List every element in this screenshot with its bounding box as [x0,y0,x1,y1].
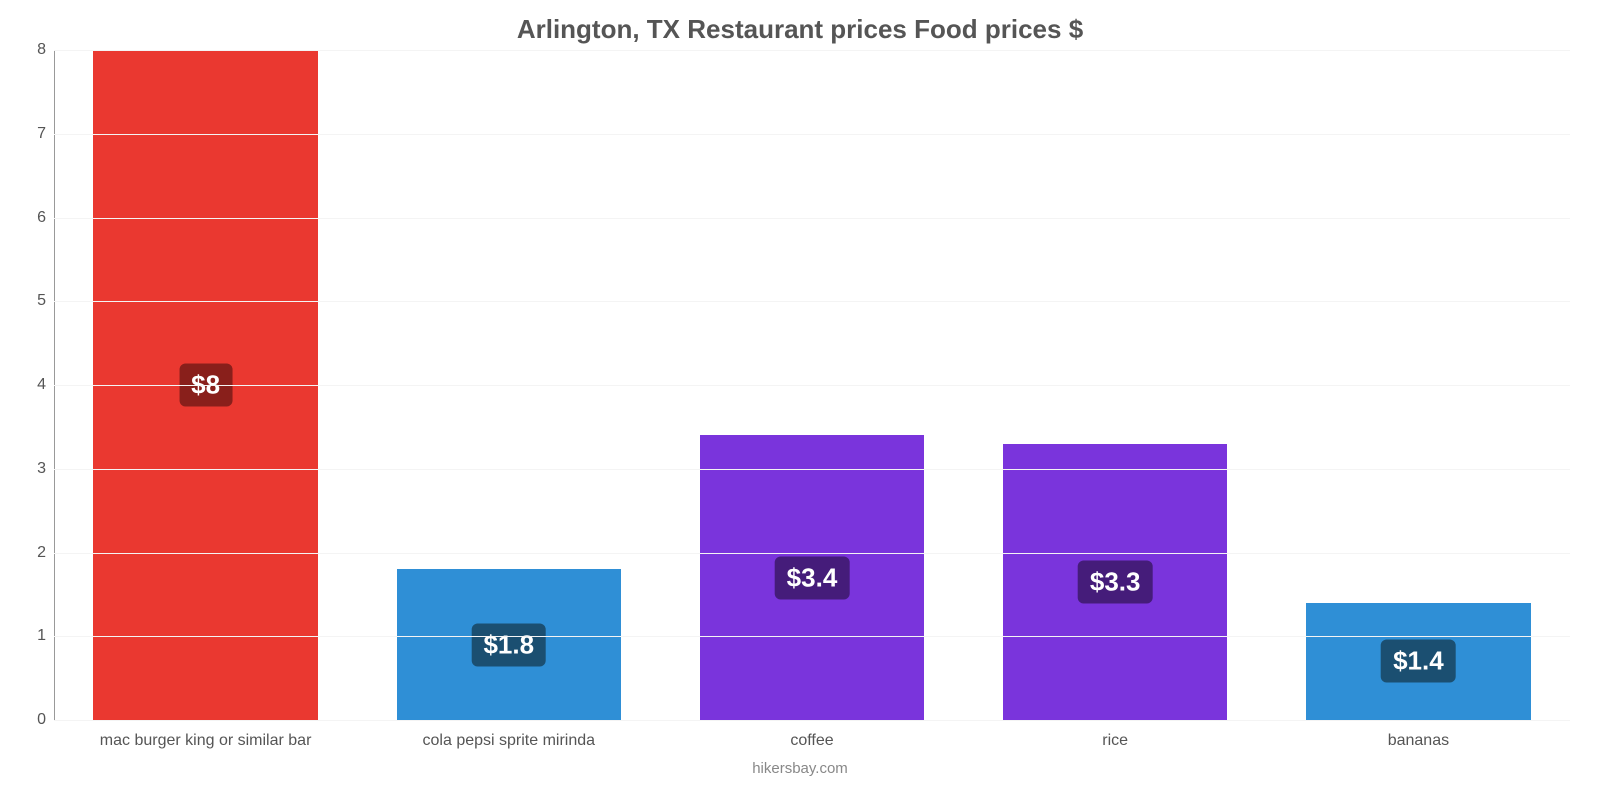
grid-line [54,134,1570,135]
x-tick-label: bananas [1388,732,1449,750]
credit-text: hikersbay.com [752,760,848,777]
y-tick-label: 4 [16,376,46,394]
y-tick-label: 7 [16,125,46,143]
x-tick-label: mac burger king or similar bar [100,732,312,750]
bar-value-label: $1.4 [1381,640,1456,683]
grid-line [54,636,1570,637]
y-tick-label: 8 [16,41,46,59]
bar: $3.4 [700,435,924,720]
y-tick-label: 0 [16,711,46,729]
grid-line [54,301,1570,302]
y-tick-label: 3 [16,460,46,478]
bar: $1.8 [397,569,621,720]
y-tick-label: 1 [16,627,46,645]
bar-value-label: $1.8 [471,623,546,666]
plot-area: $8$1.8$3.4$3.3$1.4 012345678 [54,50,1570,720]
x-tick-label: rice [1102,732,1128,750]
y-tick-label: 6 [16,209,46,227]
grid-line [54,469,1570,470]
grid-line [54,50,1570,51]
bar-value-label: $3.3 [1078,560,1153,603]
y-tick-label: 5 [16,292,46,310]
y-tick-label: 2 [16,544,46,562]
bar-value-label: $3.4 [775,556,850,599]
price-chart: Arlington, TX Restaurant prices Food pri… [0,0,1600,800]
grid-line [54,218,1570,219]
grid-line [54,385,1570,386]
chart-title: Arlington, TX Restaurant prices Food pri… [0,0,1600,45]
bar: $1.4 [1306,603,1530,720]
x-tick-label: cola pepsi sprite mirinda [423,732,596,750]
grid-line [54,720,1570,721]
x-tick-label: coffee [790,732,833,750]
bar: $3.3 [1003,444,1227,720]
grid-line [54,553,1570,554]
